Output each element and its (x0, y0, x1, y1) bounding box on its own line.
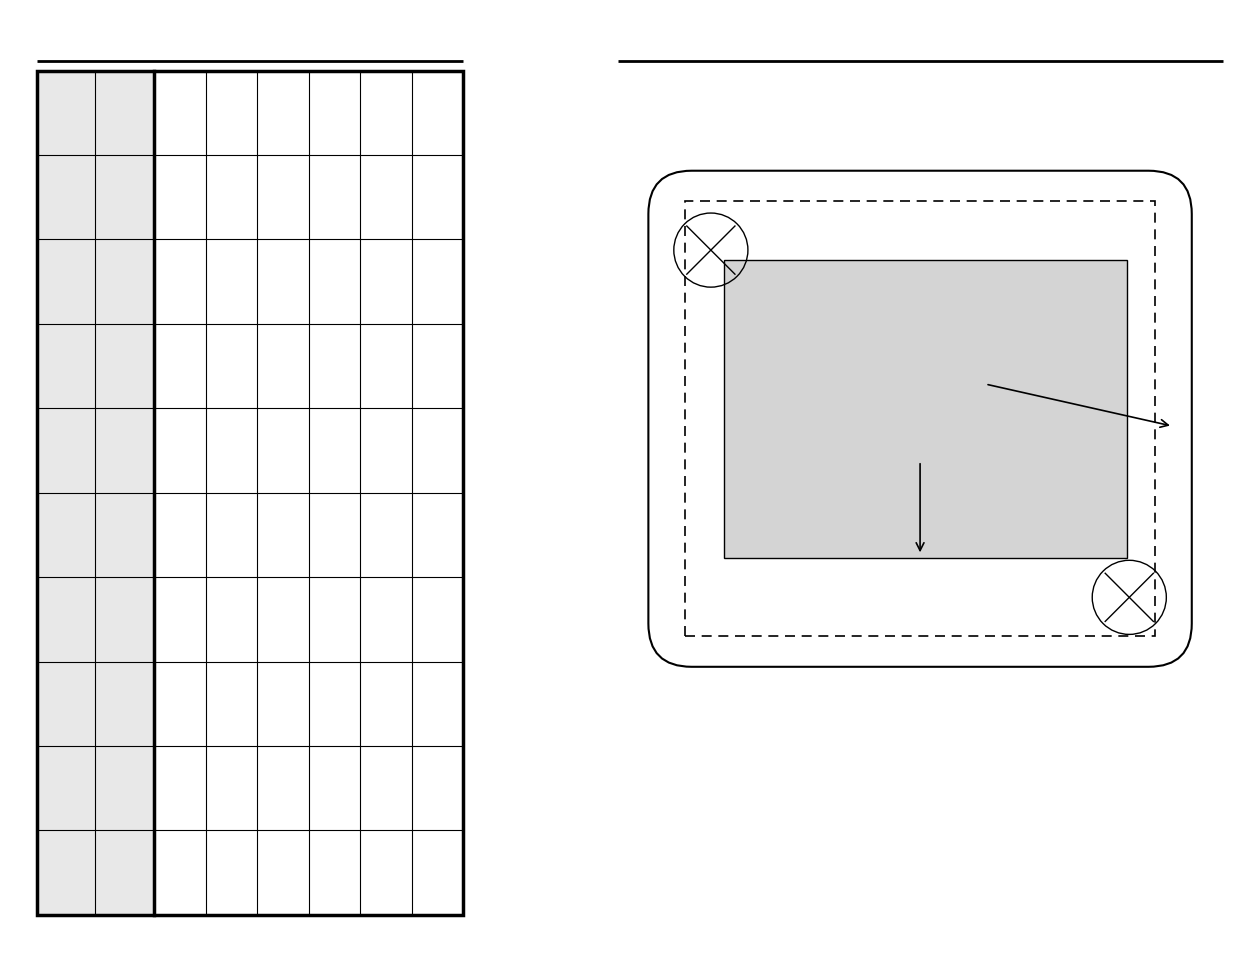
Bar (685, 202, 1155, 637)
Bar (95, 71, 154, 915)
Bar (37, 71, 463, 915)
Bar (37, 71, 95, 915)
FancyBboxPatch shape (648, 172, 1192, 667)
Bar (725, 261, 1126, 558)
